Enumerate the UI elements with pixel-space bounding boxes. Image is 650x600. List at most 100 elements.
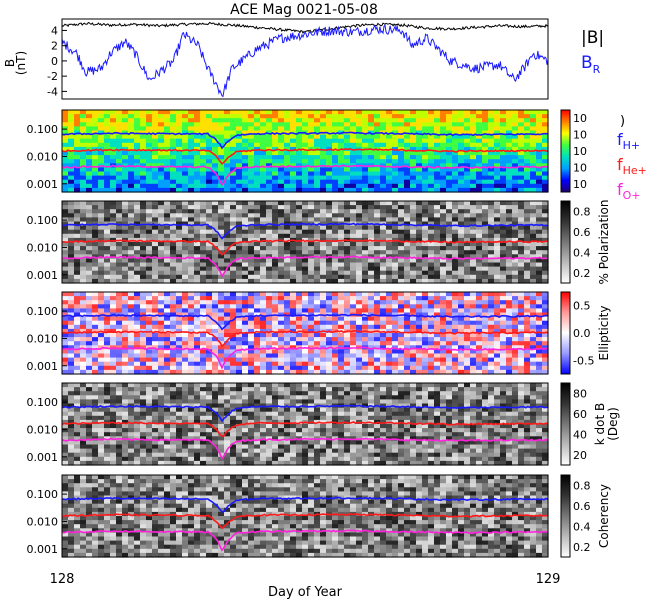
colorbar-label-units: (Deg) <box>606 407 620 441</box>
panel-frame <box>61 200 549 284</box>
y-tick-label: 0.010 <box>27 515 59 528</box>
b-y-tick-label: 2 <box>51 40 58 53</box>
series-line-b-r <box>61 24 549 98</box>
line-f-o <box>61 164 549 187</box>
colorbar-tick-label: -0.5 <box>573 354 594 367</box>
colorbar <box>560 291 571 375</box>
line-f-o <box>61 346 549 370</box>
colorbar <box>560 200 571 284</box>
line-f-o <box>61 529 549 552</box>
legend-frequencies: fH+ fHe+ fO+ ) <box>617 114 647 202</box>
colorbar-tick-label: 0.8 <box>573 479 591 492</box>
y-tick-label: 0.100 <box>27 396 59 409</box>
colorbar <box>560 382 571 466</box>
colorbar-tick-label: 0.4 <box>573 520 591 533</box>
colorbar-tick-label: 10 <box>573 145 587 158</box>
y-tick-label: 0.100 <box>27 488 59 501</box>
colorbar-tick-label: 60 <box>573 408 587 421</box>
panel-frame <box>61 474 549 558</box>
colorbar-tick-label: 0.0 <box>573 327 591 340</box>
b-y-tick-label: -4 <box>47 85 58 98</box>
panel-4-gray: 0.100 0.010 0.001 80 60 40 20 k dot B (Deg) <box>27 382 620 466</box>
panel-5-gray: 0.100 0.010 0.001 0.8 0.6 0.4 0.2 Coherency <box>27 474 611 558</box>
line-f-he <box>61 148 549 166</box>
line-f-he <box>61 512 549 530</box>
line-f-h <box>62 496 549 513</box>
b-field-y-ticks: 4 2 0 -2 -4 <box>47 24 67 98</box>
y-tick-label: 0.010 <box>27 241 59 254</box>
legend-b-r-sub: R <box>593 63 601 76</box>
y-tick-label: 0.100 <box>27 305 59 318</box>
line-f-h <box>61 313 549 331</box>
b-y-tick-label: 4 <box>51 24 58 37</box>
colorbar-tick-label: 10 <box>573 129 587 142</box>
colorbar-tick-label: 0.5 <box>573 300 591 313</box>
legend-f-o-sub: O+ <box>623 189 641 202</box>
colorbar-tick-label: 20 <box>573 449 587 462</box>
y-tick-label: 0.001 <box>27 451 59 464</box>
colorbar-tick-label: 0.4 <box>573 246 591 259</box>
colorbar-label: Coherency <box>597 484 611 548</box>
colorbar-label: k dot B <box>593 403 607 445</box>
colorbar-label: Ellipticity <box>597 306 611 361</box>
b-field-frame <box>61 18 549 100</box>
panel-2-gray: 0.100 0.010 0.001 0.8 0.6 0.4 0.2 % Polarizatio… <box>27 200 612 285</box>
line-f-o <box>61 437 549 461</box>
line-f-he <box>61 421 548 438</box>
colorbar-tick-label: 0.2 <box>573 267 591 280</box>
b-field-traces <box>61 21 549 98</box>
colorbar <box>560 109 571 193</box>
b-field-ylabel-units: (nT) <box>14 51 28 75</box>
colorbar-tick-label: 10 <box>573 112 587 125</box>
heatmap-cells <box>62 383 549 466</box>
legend-f-he-sub: He+ <box>623 164 647 177</box>
colorbar-paren-fragment: ) <box>620 114 625 129</box>
x-tick-label-129: 129 <box>536 572 561 587</box>
colorbar-label: % Polarization <box>597 200 611 285</box>
line-f-h <box>61 222 549 240</box>
colorbar-tick-label: 10 <box>573 161 587 174</box>
legend-b-r: BR <box>581 53 601 76</box>
panel-1-spec: 0.100 0.010 0.001 10 10 10 10 10 <box>27 109 587 193</box>
legend-f-he: fHe+ <box>617 155 647 177</box>
x-axis: 128 129 Day of Year <box>50 572 561 600</box>
colorbar-tick-label: 0.2 <box>573 541 591 554</box>
panel-frame <box>61 291 549 375</box>
x-axis-label: Day of Year <box>268 585 343 600</box>
b-y-tick-label: 0 <box>51 55 58 68</box>
line-f-h <box>61 404 549 423</box>
panel-frame <box>61 382 549 466</box>
y-tick-label: 0.100 <box>27 123 59 136</box>
line-f-he <box>61 238 549 256</box>
legend-f-h: fH+ <box>617 130 640 152</box>
colorbar-tick-label: 0.6 <box>573 500 591 513</box>
colorbar-tick-label: 10 <box>573 178 587 191</box>
panel-b-field: 4 2 0 -2 -4 B (nT) |B| BR <box>3 18 604 100</box>
b-y-tick-label: -2 <box>47 70 58 83</box>
x-tick-label-128: 128 <box>50 572 75 587</box>
y-tick-label: 0.010 <box>27 150 59 163</box>
y-tick-label: 0.001 <box>27 360 59 373</box>
b-field-ylabel-base: B <box>3 59 17 67</box>
legend-f-o: fO+ <box>617 180 641 202</box>
colorbar-tick-label: 0.8 <box>573 205 591 218</box>
legend-b-total: |B| <box>581 28 604 48</box>
line-f-h <box>61 131 549 150</box>
panel-frame <box>61 109 549 193</box>
colorbar <box>560 474 571 558</box>
colorbar-tick-label: 0.6 <box>573 226 591 239</box>
series-line-b-total <box>61 21 549 35</box>
y-tick-label: 0.001 <box>27 543 59 556</box>
y-tick-label: 0.100 <box>27 214 59 227</box>
line-f-o <box>61 255 549 278</box>
line-f-he <box>61 329 549 348</box>
heatmap-panels: 0.100 0.010 0.001 10 10 10 10 10 0.100 0.010 0.001… <box>27 109 620 558</box>
y-tick-label: 0.001 <box>27 269 59 282</box>
colorbar-tick-label: 80 <box>573 387 587 400</box>
y-tick-label: 0.001 <box>27 178 59 191</box>
y-tick-label: 0.010 <box>27 332 59 345</box>
y-tick-label: 0.010 <box>27 423 59 436</box>
colorbar-tick-label: 40 <box>573 428 587 441</box>
